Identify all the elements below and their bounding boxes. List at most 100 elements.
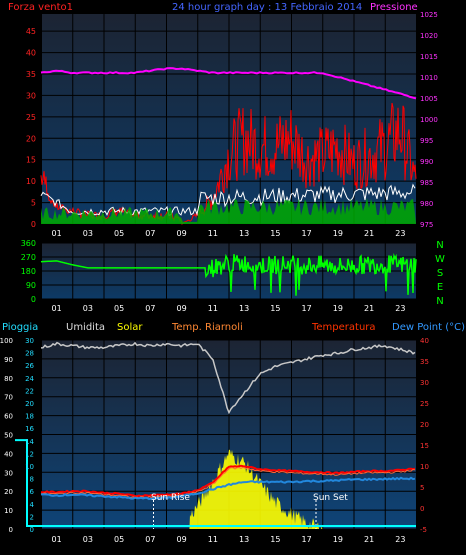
hour-tick: 15 [270, 304, 280, 313]
pressure-tick: 1000 [420, 116, 438, 124]
left-tick: 60 [4, 413, 13, 421]
hour-tick: 17 [302, 304, 312, 313]
hour-tick: 11 [208, 535, 218, 544]
dew-point-line [40, 476, 416, 501]
direction-tick: 0 [31, 295, 36, 304]
hour-tick: 09 [177, 535, 187, 544]
wind-tick: 10 [26, 177, 36, 186]
hour-tick: 03 [83, 229, 93, 238]
pressure-axis-label: Pressione [370, 2, 418, 13]
hour-tick: 13 [239, 304, 249, 313]
hour-tick: 05 [114, 535, 124, 544]
pressure-tick: 990 [420, 158, 433, 166]
hour-tick: 21 [364, 535, 374, 544]
compass-label: W [435, 254, 445, 265]
rain-tick: 2 [30, 513, 34, 521]
wind-tick: 45 [26, 27, 36, 36]
wind-tick: 0 [31, 220, 36, 229]
rain-tick: 14 [25, 438, 34, 446]
hour-tick: 07 [145, 304, 155, 313]
pressure-tick: 1010 [420, 74, 438, 82]
sunrise-label: Sun Rise [151, 493, 190, 503]
chart-title: 24 hour graph day : 13 Febbraio 2014 [172, 2, 363, 13]
hour-tick: 01 [52, 229, 62, 238]
temp-tick: 10 [420, 463, 429, 471]
left-tick: 10 [4, 507, 13, 515]
pressure-tick: 1020 [420, 32, 438, 40]
hour-tick: 19 [333, 229, 343, 238]
hour-tick: 13 [239, 229, 249, 238]
temp-tick: 20 [420, 421, 429, 429]
hour-tick: 07 [145, 229, 155, 238]
rain-line [15, 439, 416, 527]
hour-tick: 09 [177, 229, 187, 238]
wind-axis-label: Forza vento1 [8, 2, 73, 13]
direction-tick: 270 [21, 253, 36, 262]
hour-tick: 05 [114, 229, 124, 238]
pressure-tick: 980 [420, 200, 433, 208]
hour-tick: 03 [83, 535, 93, 544]
left-tick: 100 [0, 337, 13, 345]
rain-tick: 6 [30, 488, 35, 496]
hour-tick: 11 [208, 229, 218, 238]
wind-average-line [40, 183, 416, 217]
left-tick: 0 [9, 526, 13, 534]
wind-tick: 20 [26, 134, 36, 143]
hour-tick: 23 [395, 304, 405, 313]
rain-tick: 20 [25, 400, 34, 408]
hour-tick: 01 [52, 304, 62, 313]
temp-tick: 35 [420, 358, 429, 366]
hour-tick: 19 [333, 535, 343, 544]
temp-tick: 15 [420, 442, 429, 450]
pressure-line [40, 67, 417, 100]
hour-tick: 13 [239, 535, 249, 544]
pressure-tick: 1015 [420, 53, 438, 61]
hour-tick: 03 [83, 304, 93, 313]
legend-temp: Temperatura [312, 322, 376, 333]
wind-tick: 30 [26, 91, 36, 100]
hour-tick: 23 [395, 535, 405, 544]
hour-tick: 15 [270, 229, 280, 238]
pressure-tick: 975 [420, 221, 433, 229]
rain-tick: 8 [30, 476, 34, 484]
temp-tick: 30 [420, 379, 429, 387]
compass-label: N [436, 240, 443, 251]
solar-area [189, 449, 323, 529]
legend-dew: Dew Point (°C) [392, 322, 466, 333]
legend-humidity: Umidita [66, 322, 106, 333]
left-tick: 40 [4, 450, 13, 458]
heat-index-line [40, 466, 416, 499]
direction-tick: 180 [21, 267, 36, 276]
pressure-tick: 995 [420, 137, 433, 145]
rain-tick: 18 [25, 413, 34, 421]
temp-tick: 40 [420, 337, 429, 345]
rain-tick: 22 [25, 387, 34, 395]
left-tick: 90 [4, 356, 13, 364]
left-tick: 70 [4, 394, 13, 402]
hour-tick: 17 [302, 229, 312, 238]
left-tick: 80 [4, 375, 13, 383]
compass-label: S [437, 268, 443, 279]
pressure-tick: 1005 [420, 95, 438, 103]
hour-tick: 19 [333, 304, 343, 313]
legend-solar: Solar [117, 322, 143, 333]
direction-tick: 360 [21, 239, 36, 248]
pressure-tick: 1025 [420, 11, 438, 19]
temp-tick: 5 [420, 484, 424, 492]
wind-tick: 5 [31, 199, 36, 208]
rain-tick: 12 [25, 450, 34, 458]
left-tick: 30 [4, 469, 13, 477]
temp-tick: 25 [420, 400, 429, 408]
rain-tick: 10 [25, 463, 34, 471]
wind-direction-line [40, 252, 417, 296]
wind-tick: 40 [26, 49, 36, 58]
wind-tick: 25 [26, 113, 36, 122]
hour-tick: 21 [364, 229, 374, 238]
compass-label: E [437, 282, 443, 293]
temp-tick: 0 [420, 505, 424, 513]
wind-tick: 15 [26, 156, 36, 165]
hour-tick: 11 [208, 304, 218, 313]
temperature-line [40, 464, 416, 498]
legend-heat: Temp. Riarnoli [172, 322, 243, 333]
